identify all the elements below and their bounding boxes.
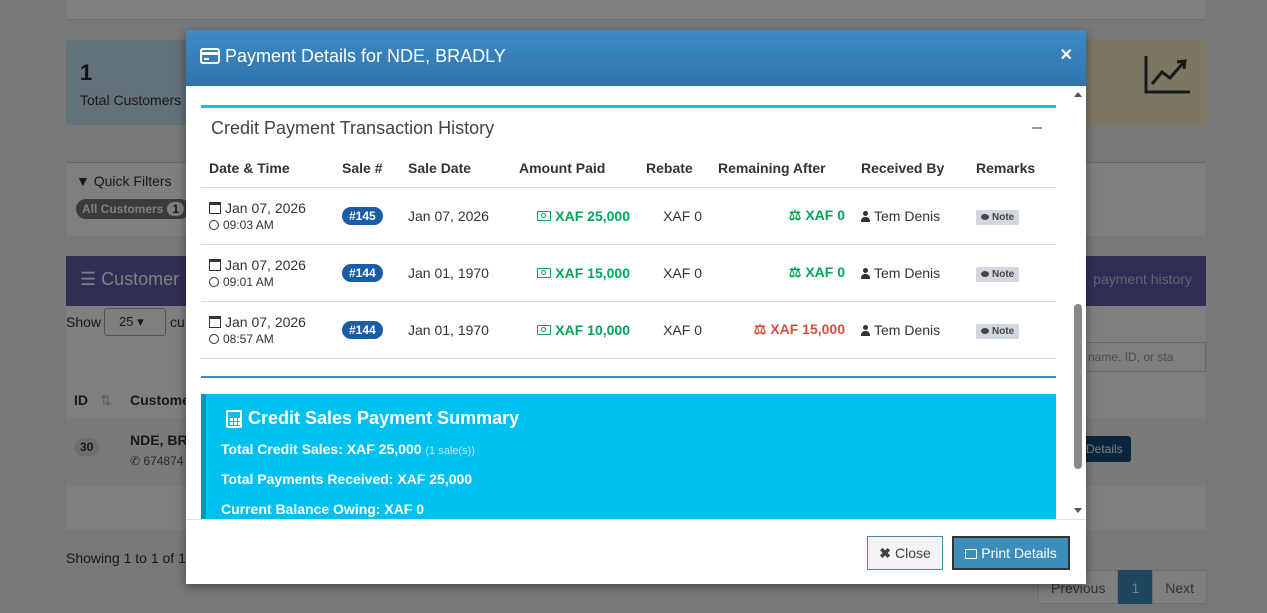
close-icon[interactable]: × [1060,44,1072,66]
rebate-cell: XAF 0 [638,187,710,245]
collapse-minus-icon[interactable] [1032,127,1042,129]
print-details-button[interactable]: Print Details [952,536,1070,570]
remarks-cell: Note [968,187,1056,245]
date-time-cell: Jan 07, 2026 08:57 AM [201,301,334,359]
rebate-cell: XAF 0 [638,244,710,302]
sale-number-cell: #145 [334,187,400,245]
sale-date-cell: Jan 07, 2026 [400,187,511,245]
remarks-cell: Note [968,301,1056,359]
user-icon [861,267,870,279]
table-row: Jan 07, 2026 09:03 AM #145 Jan 07, 2026 … [201,187,1056,245]
sale-number-cell: #144 [334,244,400,302]
date-time-cell: Jan 07, 2026 09:03 AM [201,187,334,245]
transaction-table: Date & Time Sale # Sale Date Amount Paid… [201,149,1056,359]
scroll-down-icon[interactable] [1074,508,1082,513]
calculator-icon [226,410,242,428]
col-sale-number: Sale # [334,149,400,188]
modal-scrollbar[interactable] [1070,86,1086,519]
comment-icon [981,327,989,334]
remaining-after-cell: ⚖ XAF 0 [710,187,853,245]
note-button[interactable]: Note [976,209,1020,225]
sale-number-badge[interactable]: #144 [342,320,383,339]
transaction-history-box: Credit Payment Transaction History Date … [201,105,1056,359]
modal-title: Payment Details for NDE, BRADLY [225,46,506,66]
modal-header: Payment Details for NDE, BRADLY × [186,30,1086,86]
col-rebate: Rebate [638,149,710,188]
remaining-after-cell: ⚖ XAF 0 [710,244,853,302]
history-title: Credit Payment Transaction History [211,118,495,138]
calendar-icon [209,201,221,214]
amount-paid-cell: XAF 25,000 [511,187,638,245]
sale-date-cell: Jan 01, 1970 [400,301,511,359]
comment-icon [981,270,989,277]
received-by-cell: Tem Denis [853,244,968,302]
col-date-time: Date & Time [201,149,334,188]
amount-paid-cell: XAF 10,000 [511,301,638,359]
user-icon [861,324,870,336]
sale-number-badge[interactable]: #145 [342,206,383,225]
summary-title: Credit Sales Payment Summary [226,408,519,429]
comment-icon [981,213,989,220]
note-button[interactable]: Note [976,266,1020,282]
col-sale-date: Sale Date [400,149,511,188]
col-received-by: Received By [853,149,968,188]
remarks-cell: Note [968,244,1056,302]
balance-scale-icon: ⚖ [788,264,802,280]
received-by-cell: Tem Denis [853,187,968,245]
date-time-cell: Jan 07, 2026 09:01 AM [201,244,334,302]
modal-footer: ✖ Close Print Details [186,519,1086,584]
money-icon [537,324,552,335]
sale-date-cell: Jan 01, 1970 [400,244,511,302]
sales-count-note: (1 sale(s)) [425,445,475,457]
total-payments-received: Total Payments Received: XAF 25,000 [221,471,473,487]
payment-summary-box: Credit Sales Payment Summary Total Credi… [201,394,1056,519]
clock-icon [209,219,219,230]
calendar-icon [209,315,221,328]
total-credit-sales: Total Credit Sales: XAF 25,000 (1 sale(s… [221,441,475,457]
close-button[interactable]: ✖ Close [867,536,943,570]
rebate-cell: XAF 0 [638,301,710,359]
received-by-cell: Tem Denis [853,301,968,359]
remaining-after-cell: ⚖ XAF 15,000 [710,301,853,359]
sale-number-badge[interactable]: #144 [342,263,383,282]
col-remaining-after: Remaining After [710,149,853,188]
table-header-row: Date & Time Sale # Sale Date Amount Paid… [201,149,1056,188]
payment-details-modal: Payment Details for NDE, BRADLY × Credit… [186,30,1086,584]
money-icon [537,210,552,221]
print-icon [965,549,978,559]
close-x-icon: ✖ [879,545,891,561]
note-button[interactable]: Note [976,323,1020,339]
scrollbar-thumb[interactable] [1074,304,1082,469]
clock-icon [209,333,219,344]
table-row: Jan 07, 2026 08:57 AM #144 Jan 01, 1970 … [201,301,1056,359]
user-icon [861,210,870,222]
clock-icon [209,276,219,287]
balance-scale-icon: ⚖ [753,321,767,337]
col-remarks: Remarks [968,149,1056,188]
amount-paid-cell: XAF 15,000 [511,244,638,302]
scroll-up-icon[interactable] [1074,92,1082,97]
credit-card-icon [200,48,220,64]
money-icon [537,267,552,278]
calendar-icon [209,258,221,271]
divider [201,376,1056,378]
table-row: Jan 07, 2026 09:01 AM #144 Jan 01, 1970 … [201,244,1056,302]
sale-number-cell: #144 [334,301,400,359]
current-balance-owing: Current Balance Owing: XAF 0 [221,501,425,517]
col-amount-paid: Amount Paid [511,149,638,188]
modal-body: Credit Payment Transaction History Date … [186,86,1086,519]
balance-scale-icon: ⚖ [788,207,802,223]
